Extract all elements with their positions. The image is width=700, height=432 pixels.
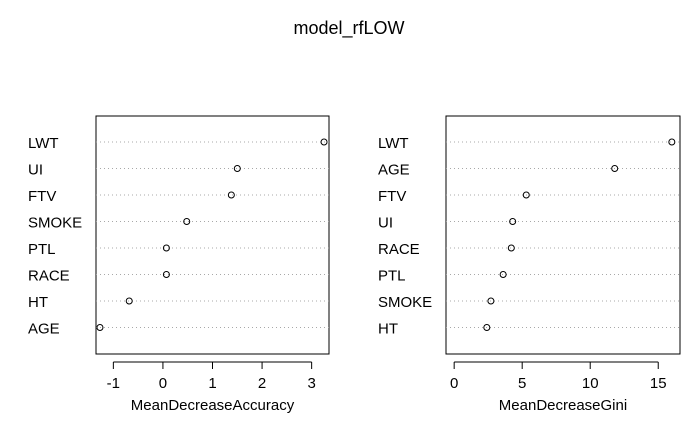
x-axis-label: MeanDecreaseGini xyxy=(499,397,627,414)
category-label: AGE xyxy=(378,162,410,179)
category-label: PTL xyxy=(378,268,406,285)
category-label: RACE xyxy=(28,268,70,285)
x-tick-label: -1 xyxy=(107,375,120,392)
category-label: UI xyxy=(28,162,43,179)
data-point xyxy=(522,191,530,199)
x-tick-label: 2 xyxy=(258,375,266,392)
category-label: FTV xyxy=(28,188,56,205)
data-point xyxy=(162,271,170,278)
data-point xyxy=(499,271,507,278)
data-point xyxy=(487,297,495,305)
data-point xyxy=(183,218,191,225)
category-label: UI xyxy=(378,215,393,232)
data-point xyxy=(233,165,241,172)
data-point xyxy=(483,324,491,331)
data-point xyxy=(125,297,133,305)
category-label: HT xyxy=(28,294,48,311)
x-tick-label: 10 xyxy=(582,375,599,392)
category-label: PTL xyxy=(28,241,56,258)
category-label: LWT xyxy=(378,135,409,152)
x-tick-label: 0 xyxy=(450,375,458,392)
data-point xyxy=(668,138,676,146)
category-label: LWT xyxy=(28,135,59,152)
data-point xyxy=(162,244,170,252)
x-tick-label: 1 xyxy=(208,375,216,392)
category-label: SMOKE xyxy=(28,215,82,232)
category-label: AGE xyxy=(28,321,60,338)
x-tick-label: 0 xyxy=(159,375,167,392)
data-point xyxy=(509,218,517,225)
x-tick-label: 5 xyxy=(518,375,526,392)
x-tick-label: 15 xyxy=(650,375,667,392)
data-point xyxy=(507,244,515,252)
data-point xyxy=(611,165,619,172)
data-point xyxy=(96,324,104,331)
category-label: HT xyxy=(378,321,398,338)
data-point xyxy=(227,191,235,199)
plot-frame xyxy=(445,115,681,355)
data-point xyxy=(320,138,328,146)
plot-frame xyxy=(95,115,330,355)
category-label: RACE xyxy=(378,241,420,258)
category-label: FTV xyxy=(378,188,406,205)
panel-mean-decrease-gini: LWT AGE FTV UI RACE PTL SMOKE HT 0 5 10 15 MeanDecre… xyxy=(378,115,681,414)
x-axis-label: MeanDecreaseAccuracy xyxy=(131,397,295,414)
category-label: SMOKE xyxy=(378,294,432,311)
panel-mean-decrease-accuracy: LWT UI FTV SMOKE PTL RACE HT AGE -1 0 1 2 3 MeanDecre… xyxy=(28,115,330,414)
x-tick-label: 3 xyxy=(307,375,315,392)
chart-title: model_rfLOW xyxy=(293,18,404,39)
